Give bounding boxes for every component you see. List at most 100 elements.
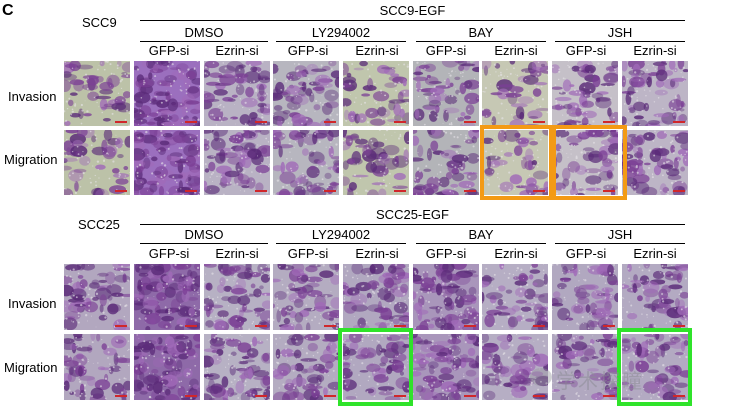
- highlight-box-orange: [480, 125, 553, 200]
- sirna-label: Ezrin-si: [215, 246, 259, 261]
- sirna-label: GFP-si: [565, 43, 607, 58]
- scale-bar: [533, 121, 545, 123]
- sirna-label: Ezrin-si: [355, 246, 399, 261]
- scale-bar: [394, 395, 406, 397]
- scale-bar: [464, 325, 476, 327]
- sirna-label: GFP-si: [148, 246, 190, 261]
- group-rule: [276, 243, 406, 244]
- micrograph-image: [343, 130, 409, 195]
- scale-bar: [464, 121, 476, 123]
- sirna-label: GFP-si: [287, 43, 329, 58]
- sirna-label: GFP-si: [287, 246, 329, 261]
- micrograph-image: [134, 334, 200, 400]
- group-rule: [555, 41, 685, 42]
- scale-bar: [603, 190, 615, 192]
- scale-bar: [255, 121, 267, 123]
- scale-bar: [255, 395, 267, 397]
- scale-bar: [464, 395, 476, 397]
- scale-bar: [673, 325, 685, 327]
- scale-bar: [673, 395, 685, 397]
- micrograph-image: [552, 61, 618, 126]
- micrograph-image: [134, 264, 200, 330]
- cell-line-label-scc9: SCC9: [82, 15, 117, 30]
- scale-bar: [324, 325, 336, 327]
- scale-bar: [673, 190, 685, 192]
- sirna-label: Ezrin-si: [494, 43, 538, 58]
- scale-bar: [394, 325, 406, 327]
- group-rule: [276, 41, 406, 42]
- micrograph-image: [134, 61, 200, 126]
- micrograph-image: [343, 264, 409, 330]
- row-label-migration: Migration: [4, 152, 58, 167]
- scale-bar: [533, 395, 545, 397]
- micrograph-image: [413, 61, 479, 126]
- micrograph-image: [343, 334, 409, 400]
- group-label-bay: BAY: [468, 25, 494, 40]
- group-label-ly294002: LY294002: [311, 25, 371, 40]
- group-rule: [140, 243, 268, 244]
- scale-bar: [673, 121, 685, 123]
- group-label-ly294002: LY294002: [311, 227, 371, 242]
- scale-bar: [115, 325, 127, 327]
- micrograph-image: [413, 264, 479, 330]
- sirna-label: GFP-si: [425, 43, 467, 58]
- micrograph-image: [273, 334, 339, 400]
- sirna-label: Ezrin-si: [355, 43, 399, 58]
- sirna-label: Ezrin-si: [633, 246, 677, 261]
- micrograph-image: [204, 334, 270, 400]
- scale-bar: [324, 121, 336, 123]
- micrograph-image: [134, 130, 200, 195]
- micrograph-image: [204, 130, 270, 195]
- micrograph-image: [273, 264, 339, 330]
- highlight-box-green: [338, 328, 413, 406]
- micrograph-image: [552, 130, 618, 195]
- row-label-invasion: Invasion: [8, 296, 57, 311]
- sirna-label: GFP-si: [565, 246, 607, 261]
- micrograph-image: [273, 61, 339, 126]
- panel-letter: C: [2, 2, 14, 19]
- scale-bar: [255, 190, 267, 192]
- highlight-box-orange: [552, 125, 627, 200]
- micrograph-image: [552, 334, 618, 400]
- scale-bar: [394, 121, 406, 123]
- scale-bar: [533, 190, 545, 192]
- micrograph-image: [343, 61, 409, 126]
- micrograph-image: [413, 130, 479, 195]
- sirna-label: Ezrin-si: [494, 246, 538, 261]
- micrograph-image: [482, 130, 548, 195]
- row-label-invasion: Invasion: [8, 89, 57, 104]
- micrograph-image: [482, 264, 548, 330]
- scale-bar: [185, 325, 197, 327]
- micrograph-image: [622, 264, 688, 330]
- micrograph-image: [204, 61, 270, 126]
- scale-bar: [603, 395, 615, 397]
- micrograph-image: [204, 264, 270, 330]
- treatment-rule-scc9: [140, 20, 685, 21]
- scale-bar: [115, 395, 127, 397]
- scale-bar: [185, 395, 197, 397]
- scale-bar: [394, 190, 406, 192]
- group-label-bay: BAY: [468, 227, 494, 242]
- sirna-label: GFP-si: [425, 246, 467, 261]
- scale-bar: [185, 190, 197, 192]
- scale-bar: [324, 395, 336, 397]
- sirna-label: GFP-si: [148, 43, 190, 58]
- micrograph-image: [413, 334, 479, 400]
- scale-bar: [185, 121, 197, 123]
- watermark-text: 学术探瞳: [556, 371, 644, 393]
- group-rule: [555, 243, 685, 244]
- micrograph-image: [482, 334, 548, 400]
- scale-bar: [115, 121, 127, 123]
- scale-bar: [533, 325, 545, 327]
- treatment-header-scc25: SCC25-EGF: [376, 207, 449, 222]
- group-label-jsh: JSH: [607, 25, 633, 40]
- group-label-jsh: JSH: [607, 227, 633, 242]
- micrograph-image: [64, 61, 130, 126]
- group-rule: [416, 41, 546, 42]
- cell-line-label-scc25: SCC25: [78, 217, 120, 232]
- micrograph-image: [64, 130, 130, 195]
- watermark-logo-icon: [530, 368, 552, 386]
- scale-bar: [115, 190, 127, 192]
- scale-bar: [324, 190, 336, 192]
- scale-bar: [603, 325, 615, 327]
